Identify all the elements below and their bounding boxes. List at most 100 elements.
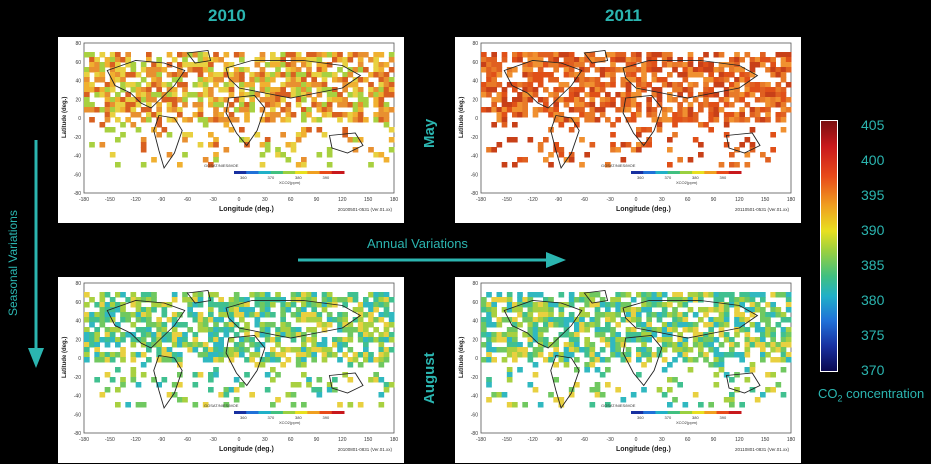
lat-tick: 40 [75,79,81,85]
map-panel-2011-may: 80 60 40 20 0 -20 -40 -60 -80 -180 -150 -120 -90 -60 -… [455,37,801,223]
lon-tick: 180 [390,437,399,443]
mini-colorbar-tick: 380 [692,175,699,180]
colorbar-tick: 400 [861,152,885,168]
panel-stamp: 20110501-0531 (Ver.01.xx) [735,207,789,212]
mini-colorbar-tick: 360 [637,175,644,180]
lat-tick: 60 [75,300,81,306]
coastlines [106,50,364,170]
colorbar-tick: 380 [861,292,885,308]
lon-tick: -60 [184,197,191,203]
mini-colorbar-tick: 380 [295,175,302,180]
data-cells [84,52,395,168]
lon-tick: -120 [131,197,141,203]
lon-tick: 0 [238,197,241,203]
lon-tick: -180 [79,437,89,443]
y-axis-label: Latitude (deg.) [62,97,68,138]
lon-tick: 60 [685,437,691,443]
mini-colorbar-tick: 390 [720,175,727,180]
lat-tick: -20 [74,135,81,141]
lon-tick: -30 [210,437,217,443]
lat-tick: 20 [75,337,81,343]
mini-colorbar-label: XCO2(ppm) [676,180,698,185]
lat-tick: 60 [75,60,81,66]
colorbar-tick: 395 [861,187,885,203]
lat-tick: -80 [471,191,478,197]
lat-tick: -20 [471,135,478,141]
coastlines [106,290,364,410]
lon-tick: -180 [79,197,89,203]
satellite-label: GOSAT/NIES/MOE [204,163,239,168]
lon-tick: -150 [105,437,115,443]
lon-tick: -150 [502,437,512,443]
year-title-2011: 2011 [605,6,642,25]
lat-tick: 0 [475,116,478,122]
lon-tick: 0 [238,437,241,443]
mini-colorbar-label: XCO2(ppm) [279,420,301,425]
lon-tick: -90 [555,437,562,443]
data-cells [481,52,792,168]
lat-tick: 0 [78,356,81,362]
lon-tick: 90 [711,437,717,443]
map-plot: 80 60 40 20 0 -20 -40 -60 -80-180 -150 -120 -90 -60 -… [62,41,398,213]
lon-tick: -90 [158,437,165,443]
lat-tick: -40 [74,154,81,160]
coastlines [503,50,761,170]
mini-colorbar-label: XCO2(ppm) [676,420,698,425]
lat-tick: 20 [472,97,478,103]
lon-tick: -90 [158,197,165,203]
lat-tick: 40 [472,319,478,325]
lat-tick: -40 [74,394,81,400]
colorbar-tick: 405 [861,117,885,133]
mini-colorbar-tick: 390 [323,415,330,420]
lon-tick: 30 [262,437,268,443]
lon-tick: -60 [581,437,588,443]
month-label-may: May [421,118,438,148]
data-cells [481,292,792,408]
lat-tick: -40 [471,154,478,160]
mini-colorbar-tick: 370 [665,415,672,420]
panel-stamp: 20110801-0831 (Ver.01.xx) [735,447,789,452]
lat-tick: 40 [75,319,81,325]
mini-colorbar-tick: 380 [295,415,302,420]
annual-arrow [298,252,566,268]
mini-colorbar-tick: 390 [720,415,727,420]
lon-tick: -30 [607,197,614,203]
lon-tick: 150 [364,197,373,203]
colorbar-tick: 390 [861,222,885,238]
lon-tick: 30 [659,197,665,203]
lon-tick: -60 [184,437,191,443]
lat-tick: 20 [75,97,81,103]
lon-tick: -150 [105,197,115,203]
lat-tick: 40 [472,79,478,85]
satellite-label: GOSAT/NIES/MOE [601,403,636,408]
lon-tick: -120 [528,197,538,203]
satellite-label: GOSAT/NIES/MOE [204,403,239,408]
lon-tick: -120 [131,437,141,443]
x-axis-label: Longitude (deg.) [219,206,274,213]
map-panel-2010-august: 80 60 40 20 0 -20 -40 -60 -80 -180 -150 -120 -90 -60 -… [58,277,404,463]
mini-colorbar-tick: 360 [240,175,247,180]
panel-stamp: 20100801-0831 (Ver.01.xx) [338,447,393,452]
lon-tick: 90 [711,197,717,203]
mini-colorbar-tick: 370 [665,175,672,180]
mini-colorbar-tick: 380 [692,415,699,420]
lon-tick: 0 [635,437,638,443]
y-axis-label: Latitude (deg.) [62,337,68,378]
lon-tick: 120 [338,437,347,443]
map-plot: 80 60 40 20 0 -20 -40 -60 -80-180 -150 -120 -90 -60 -… [459,281,795,453]
lon-tick: 60 [288,437,294,443]
y-axis-label: Latitude (deg.) [459,337,465,378]
lon-tick: 90 [314,197,320,203]
x-axis-label: Longitude (deg.) [219,446,274,453]
panel-stamp: 20100501-0531 (Ver.01.xx) [338,207,393,212]
lat-tick: -20 [471,375,478,381]
lat-tick: -40 [471,394,478,400]
x-axis-label: Longitude (deg.) [616,206,671,213]
lat-tick: 0 [475,356,478,362]
lat-tick: -80 [74,191,81,197]
lon-tick: 0 [635,197,638,203]
mini-colorbar-tick: 360 [637,415,644,420]
mini-colorbar-tick: 360 [240,415,247,420]
lon-tick: 180 [787,197,796,203]
lon-tick: 120 [735,197,744,203]
